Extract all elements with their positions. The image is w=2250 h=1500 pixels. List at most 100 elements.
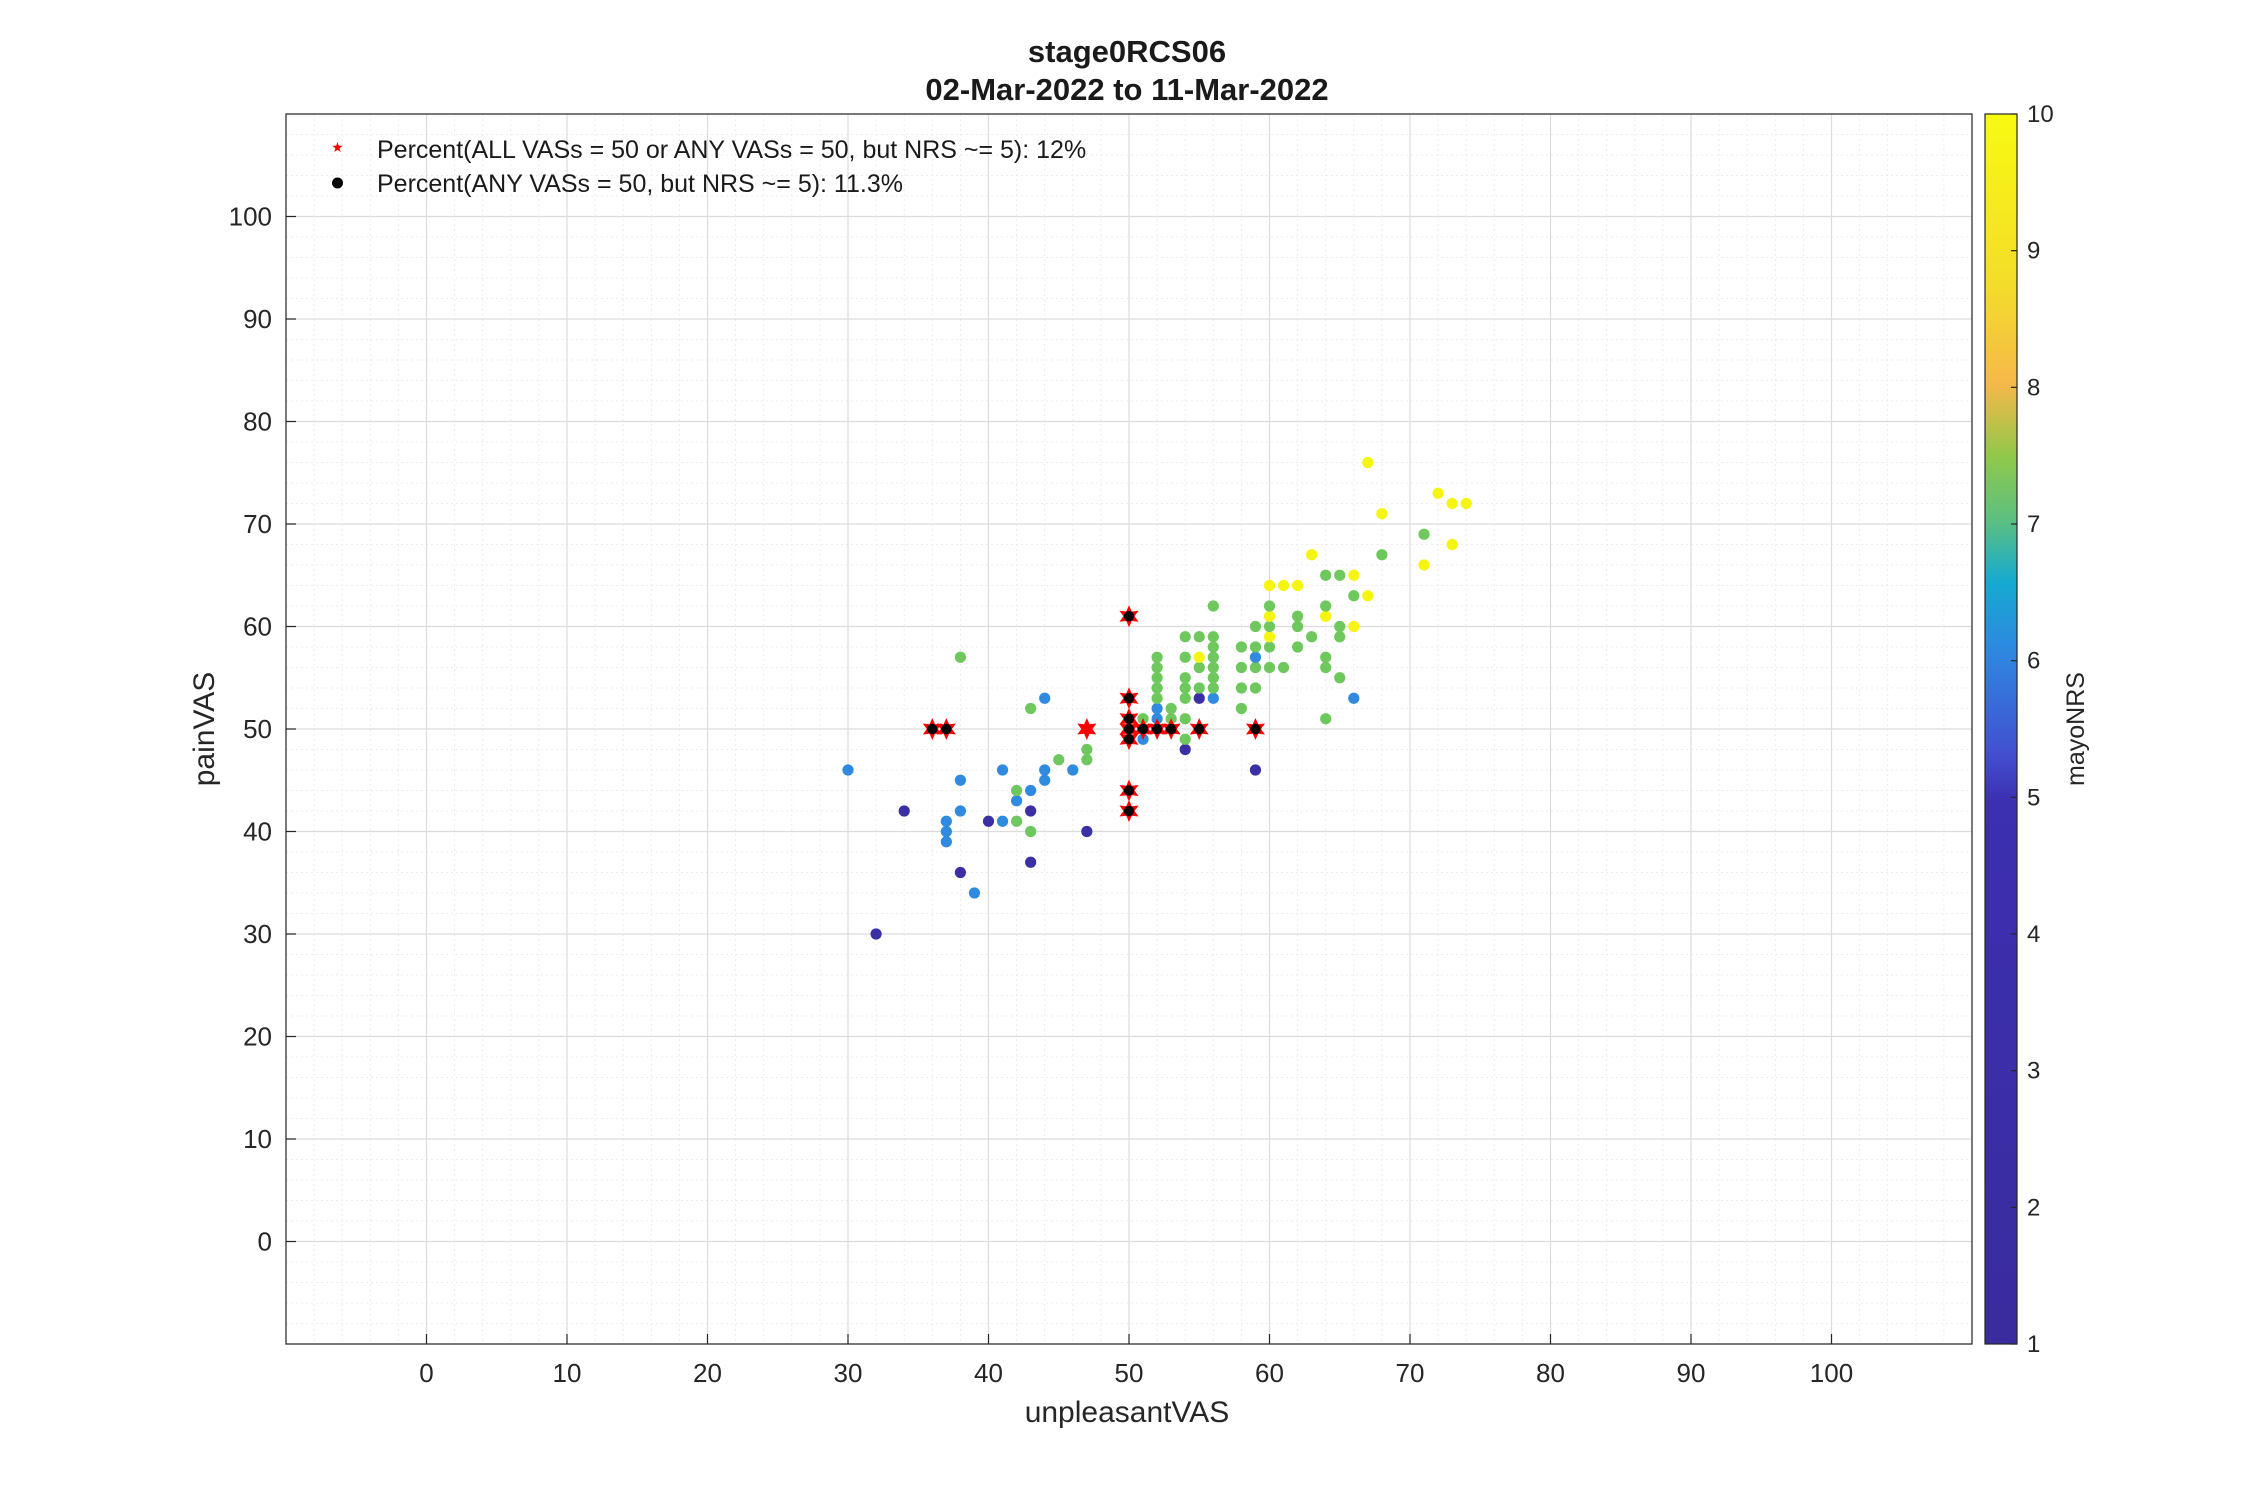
data-point xyxy=(1446,538,1458,551)
data-point xyxy=(1179,631,1191,643)
black-marker xyxy=(1250,723,1261,735)
data-point xyxy=(1263,579,1276,592)
y-tick-label: 70 xyxy=(243,509,272,539)
data-point xyxy=(1263,620,1276,633)
data-point xyxy=(1207,692,1219,704)
black-marker xyxy=(1123,713,1135,724)
data-point xyxy=(1320,610,1332,622)
black-marker xyxy=(927,723,938,735)
colorbar-tick-label: 10 xyxy=(2027,101,2054,128)
data-point xyxy=(1292,579,1304,592)
data-point xyxy=(996,815,1009,827)
data-point xyxy=(1235,682,1247,694)
data-point xyxy=(1277,661,1290,674)
data-point xyxy=(1053,754,1065,766)
data-point xyxy=(1081,743,1093,756)
data-point xyxy=(870,928,882,940)
data-point xyxy=(1067,764,1079,776)
data-point xyxy=(954,866,967,879)
data-point xyxy=(1025,702,1037,715)
colorbar-gradient xyxy=(1984,113,2018,1345)
data-point xyxy=(1263,661,1276,674)
data-point xyxy=(1151,672,1163,684)
data-point xyxy=(1207,631,1219,643)
data-point xyxy=(1334,631,1346,643)
y-axis-label: painVAS xyxy=(188,672,221,787)
data-point xyxy=(1249,651,1262,663)
data-point xyxy=(1306,549,1318,561)
data-point xyxy=(1179,651,1191,663)
data-point xyxy=(1011,784,1023,797)
x-tick-label: 20 xyxy=(693,1358,722,1388)
data-point xyxy=(996,764,1009,776)
data-point xyxy=(1320,713,1332,725)
data-point xyxy=(1151,661,1163,674)
x-tick-label: 90 xyxy=(1677,1358,1706,1388)
data-point xyxy=(1179,713,1191,725)
y-tick-label: 40 xyxy=(243,817,272,847)
legend: Percent(ALL VASs = 50 or ANY VASs = 50, … xyxy=(332,136,1086,198)
colorbar-tick-label: 8 xyxy=(2027,374,2040,401)
data-point xyxy=(1320,651,1332,663)
data-point xyxy=(898,805,910,817)
data-point xyxy=(968,887,981,899)
data-point xyxy=(1446,497,1458,510)
colorbar-tick-label: 7 xyxy=(2027,511,2040,538)
data-point xyxy=(1249,682,1262,694)
data-point xyxy=(1193,692,1205,704)
data-point xyxy=(1179,682,1191,694)
colorbar-tick-label: 5 xyxy=(2027,784,2040,811)
black-marker xyxy=(1151,723,1163,735)
data-point xyxy=(954,805,967,817)
chart-title: stage0RCS06 xyxy=(1028,34,1226,69)
data-point xyxy=(1193,682,1205,694)
data-point xyxy=(1179,743,1191,756)
x-axis-label: unpleasantVAS xyxy=(1025,1396,1230,1429)
colorbar-ticks: 1 2 3 4 5 6 7 8 9 10 xyxy=(2011,101,2054,1358)
colorbar-label: mayoNRS xyxy=(2062,672,2090,786)
chart-subtitle: 02-Mar-2022 to 11-Mar-2022 xyxy=(925,72,1328,107)
data-point xyxy=(1207,661,1219,674)
data-point xyxy=(1025,784,1037,797)
x-tick-label: 80 xyxy=(1536,1358,1565,1388)
data-point xyxy=(1249,764,1262,776)
x-tick-label: 60 xyxy=(1255,1358,1284,1388)
data-point xyxy=(1081,754,1093,766)
y-tick-labels: 0 10 20 30 40 50 60 70 80 90 100 xyxy=(229,202,296,1257)
x-tick-labels: 0 10 20 30 40 50 60 70 80 90 100 xyxy=(419,1334,1853,1388)
data-point xyxy=(1460,497,1472,510)
x-tick-label: 10 xyxy=(553,1358,582,1388)
black-marker xyxy=(1165,723,1177,735)
data-point xyxy=(1207,641,1219,653)
y-tick-label: 60 xyxy=(243,612,272,642)
data-point xyxy=(1025,805,1037,817)
data-point xyxy=(1334,569,1346,581)
data-point xyxy=(1207,651,1219,663)
data-point xyxy=(1277,579,1290,592)
data-point xyxy=(1151,692,1163,704)
data-point xyxy=(1320,569,1332,581)
y-tick-label: 30 xyxy=(243,919,272,949)
colorbar-tick-label: 4 xyxy=(2027,921,2040,948)
data-point xyxy=(1334,672,1346,684)
colorbar-tick-label: 3 xyxy=(2027,1058,2040,1085)
x-tick-label: 70 xyxy=(1396,1358,1425,1388)
data-point xyxy=(1165,702,1177,715)
y-tick-label: 20 xyxy=(243,1022,272,1052)
data-point xyxy=(1249,641,1262,653)
data-point xyxy=(1249,661,1262,674)
data-point xyxy=(1039,692,1051,704)
data-point xyxy=(1348,569,1360,581)
black-marker xyxy=(1194,723,1205,735)
data-point xyxy=(1081,825,1093,838)
data-point xyxy=(1263,610,1276,622)
data-point xyxy=(1207,682,1219,694)
data-point xyxy=(1151,702,1163,715)
x-tick-label: 0 xyxy=(419,1358,433,1388)
data-point xyxy=(982,815,995,827)
legend-label-any: Percent(ANY VASs = 50, but NRS ~= 5): 11… xyxy=(377,170,903,198)
data-point xyxy=(1011,815,1023,827)
data-point xyxy=(1193,651,1205,663)
colorbar-tick-label: 2 xyxy=(2027,1194,2040,1221)
data-point xyxy=(1263,631,1276,643)
